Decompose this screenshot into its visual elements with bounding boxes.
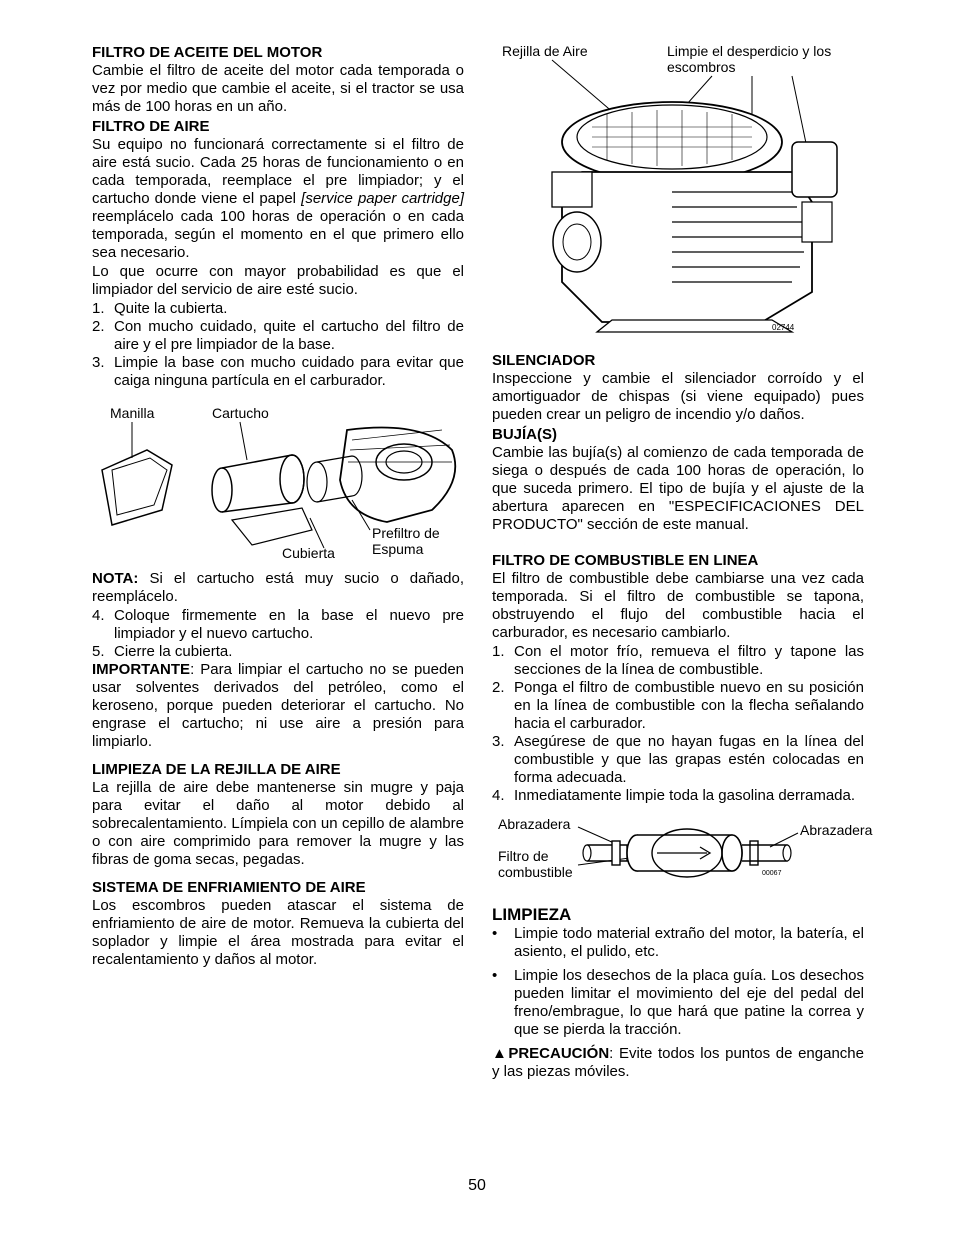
left-column: FILTRO DE ACEITE DEL MOTOR Cambie el fil… bbox=[92, 42, 464, 1082]
list-text: Con mucho cuidado, quite el cartucho del… bbox=[114, 318, 464, 354]
fig-label-limpie-1: Limpie el desperdicio y los bbox=[667, 43, 831, 59]
fig-label-limpie-2: escombros bbox=[667, 59, 735, 75]
air-filter-steps-2: 4.Coloque firmemente en la base el nuevo… bbox=[92, 607, 464, 661]
list-number: 3. bbox=[92, 354, 114, 390]
list-item: 2.Con mucho cuidado, quite el cartucho d… bbox=[92, 318, 464, 354]
list-text: Cierre la cubierta. bbox=[114, 643, 232, 661]
nota-label: NOTA: bbox=[92, 570, 138, 587]
list-item: 4.Coloque firmemente en la base el nuevo… bbox=[92, 607, 464, 643]
precaucion-label: PRECAUCIÓN bbox=[508, 1045, 609, 1062]
page-content: FILTRO DE ACEITE DEL MOTOR Cambie el fil… bbox=[0, 0, 954, 1082]
section-title-fuel-filter: FILTRO DE COMBUSTIBLE EN LINEA bbox=[492, 552, 864, 570]
list-item: •Limpie todo material extraño del motor,… bbox=[492, 925, 864, 961]
fig-label-prefiltro: Prefiltro de bbox=[372, 525, 440, 541]
warning-icon: ▲ bbox=[492, 1045, 508, 1062]
precaucion-block: ▲PRECAUCIÓN: Evite todos los puntos de e… bbox=[492, 1045, 864, 1081]
list-item: 3.Limpie la base con mucho cuidado para … bbox=[92, 354, 464, 390]
list-number: 5. bbox=[92, 643, 114, 661]
fig-label-abrazadera-l: Abrazadera bbox=[498, 816, 571, 832]
list-text: Coloque firmemente en la base el nuevo p… bbox=[114, 607, 464, 643]
page-number: 50 bbox=[0, 1176, 954, 1195]
list-text: Ponga el filtro de combustible nuevo en … bbox=[514, 679, 864, 733]
list-text: Inmediatamente limpie toda la gasolina d… bbox=[514, 787, 855, 805]
list-text: Limpie la base con mucho cuidado para ev… bbox=[114, 354, 464, 390]
list-number: 4. bbox=[492, 787, 514, 805]
list-number: 2. bbox=[492, 679, 514, 733]
section-body-cooling: Los escombros pueden atascar el sistema … bbox=[92, 897, 464, 969]
list-text: Quite la cubierta. bbox=[114, 300, 227, 318]
text-italic: [service paper cartridge] bbox=[301, 190, 464, 207]
list-item: 5.Cierre la cubierta. bbox=[92, 643, 464, 661]
list-text: Con el motor frío, remueva el filtro y t… bbox=[514, 643, 864, 679]
fig-label-manilla: Manilla bbox=[110, 405, 155, 421]
list-item: 1.Quite la cubierta. bbox=[92, 300, 464, 318]
fig-label-cartucho: Cartucho bbox=[212, 405, 269, 421]
section-body-oil-filter: Cambie el filtro de aceite del motor cad… bbox=[92, 62, 464, 116]
nota-text: Si el cartucho está muy sucio o dañado, … bbox=[92, 570, 464, 605]
fig-code: 02744 bbox=[772, 323, 795, 332]
figure-fuel-filter: Abrazadera Abrazadera Filtro de combusti… bbox=[492, 815, 864, 895]
section-body-air-filter-2: Lo que ocurre con mayor probabilidad es … bbox=[92, 263, 464, 299]
figure-engine: Rejilla de Aire Limpie el desperdicio y … bbox=[492, 42, 864, 342]
list-number: 3. bbox=[492, 733, 514, 787]
section-title-bujias: BUJÍA(S) bbox=[492, 426, 864, 444]
bullet-icon: • bbox=[492, 925, 514, 961]
section-body-silenciador: Inspeccione y cambie el silenciador corr… bbox=[492, 370, 864, 424]
text-fragment: reemplácelo cada 100 horas de operación … bbox=[92, 208, 464, 261]
section-body-air-filter-1: Su equipo no funcionará correctamente si… bbox=[92, 136, 464, 262]
figure-air-filter: Manilla Cartucho Cubierta Prefiltro de E… bbox=[92, 400, 464, 560]
right-column: Rejilla de Aire Limpie el desperdicio y … bbox=[492, 42, 864, 1082]
section-body-bujias: Cambie las bujía(s) al comienzo de cada … bbox=[492, 444, 864, 534]
fuel-filter-steps: 1.Con el motor frío, remueva el filtro y… bbox=[492, 643, 864, 805]
list-item: 3.Asegúrese de que no hayan fugas en la … bbox=[492, 733, 864, 787]
list-number: 1. bbox=[492, 643, 514, 679]
list-text: Limpie todo material extraño del motor, … bbox=[514, 925, 864, 961]
importante-block: IMPORTANTE: Para limpiar el cartucho no … bbox=[92, 661, 464, 751]
list-number: 2. bbox=[92, 318, 114, 354]
fig-label-cubierta: Cubierta bbox=[282, 545, 335, 560]
fig-label-rejilla: Rejilla de Aire bbox=[502, 43, 588, 59]
nota-block: NOTA: Si el cartucho está muy sucio o da… bbox=[92, 570, 464, 606]
list-number: 1. bbox=[92, 300, 114, 318]
fig-label-filtro: Filtro de bbox=[498, 848, 549, 864]
bullet-icon: • bbox=[492, 967, 514, 1039]
air-filter-steps-1: 1.Quite la cubierta. 2.Con mucho cuidado… bbox=[92, 300, 464, 390]
limpieza-list: •Limpie todo material extraño del motor,… bbox=[492, 925, 864, 1039]
list-item: 2.Ponga el filtro de combustible nuevo e… bbox=[492, 679, 864, 733]
fig-label-espuma: Espuma bbox=[372, 541, 424, 557]
section-body-rejilla: La rejilla de aire debe mantenerse sin m… bbox=[92, 779, 464, 869]
list-item: 1.Con el motor frío, remueva el filtro y… bbox=[492, 643, 864, 679]
list-item: 4.Inmediatamente limpie toda la gasolina… bbox=[492, 787, 864, 805]
list-text: Asegúrese de que no hayan fugas en la lí… bbox=[514, 733, 864, 787]
list-text: Limpie los desechos de la placa guía. Lo… bbox=[514, 967, 864, 1039]
section-title-oil-filter: FILTRO DE ACEITE DEL MOTOR bbox=[92, 44, 464, 62]
section-title-air-filter: FILTRO DE AIRE bbox=[92, 118, 464, 136]
fig-label-abrazadera-r: Abrazadera bbox=[800, 822, 873, 838]
section-body-fuel-filter: El filtro de combustible debe cambiarse … bbox=[492, 570, 864, 642]
svg-text:00067: 00067 bbox=[762, 870, 782, 877]
section-title-silenciador: SILENCIADOR bbox=[492, 352, 864, 370]
section-title-cooling: SISTEMA DE ENFRIAMIENTO DE AIRE bbox=[92, 879, 464, 897]
fig-label-combustible: combustible bbox=[498, 864, 573, 880]
list-item: •Limpie los desechos de la placa guía. L… bbox=[492, 967, 864, 1039]
section-title-limpieza: LIMPIEZA bbox=[492, 905, 864, 925]
importante-label: IMPORTANTE bbox=[92, 661, 190, 678]
section-title-rejilla: LIMPIEZA DE LA REJILLA DE AIRE bbox=[92, 761, 464, 779]
list-number: 4. bbox=[92, 607, 114, 643]
